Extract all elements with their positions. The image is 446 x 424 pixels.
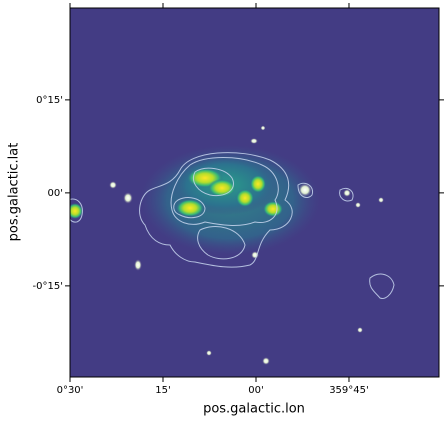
source [298, 183, 312, 197]
source [260, 125, 266, 131]
source [343, 189, 351, 197]
contour [339, 187, 354, 202]
source [206, 350, 212, 356]
source [250, 138, 258, 144]
emission [236, 189, 254, 207]
emission [176, 199, 204, 217]
contour [297, 182, 314, 198]
contour [173, 197, 206, 219]
source [134, 259, 142, 271]
source [262, 357, 270, 365]
image [70, 8, 439, 377]
x-tick-label: 15' [155, 385, 170, 396]
source [357, 327, 363, 333]
source [355, 202, 361, 208]
contour [139, 152, 293, 268]
source [378, 197, 384, 203]
emission [208, 179, 236, 197]
source [251, 251, 259, 259]
x-axis-label: pos.galactic.lon [203, 402, 305, 417]
source [123, 192, 133, 204]
y-tick-label: 00' [48, 188, 63, 199]
emission [70, 203, 83, 219]
x-tick-label: 0°30' [57, 385, 84, 396]
y-tick-label: 0°15' [36, 95, 63, 106]
y-axis-label: pos.galactic.lat [7, 143, 22, 242]
contour [193, 167, 234, 197]
x-tick-label: 00' [248, 385, 263, 396]
contour [369, 273, 395, 299]
contour [70, 198, 83, 223]
x-tick-label: 359°45' [329, 385, 369, 396]
y-tick-label: -0°15' [33, 281, 63, 292]
emission [250, 175, 266, 193]
emission [263, 201, 283, 217]
contour [197, 226, 246, 260]
contour [170, 157, 279, 226]
source [109, 181, 117, 189]
